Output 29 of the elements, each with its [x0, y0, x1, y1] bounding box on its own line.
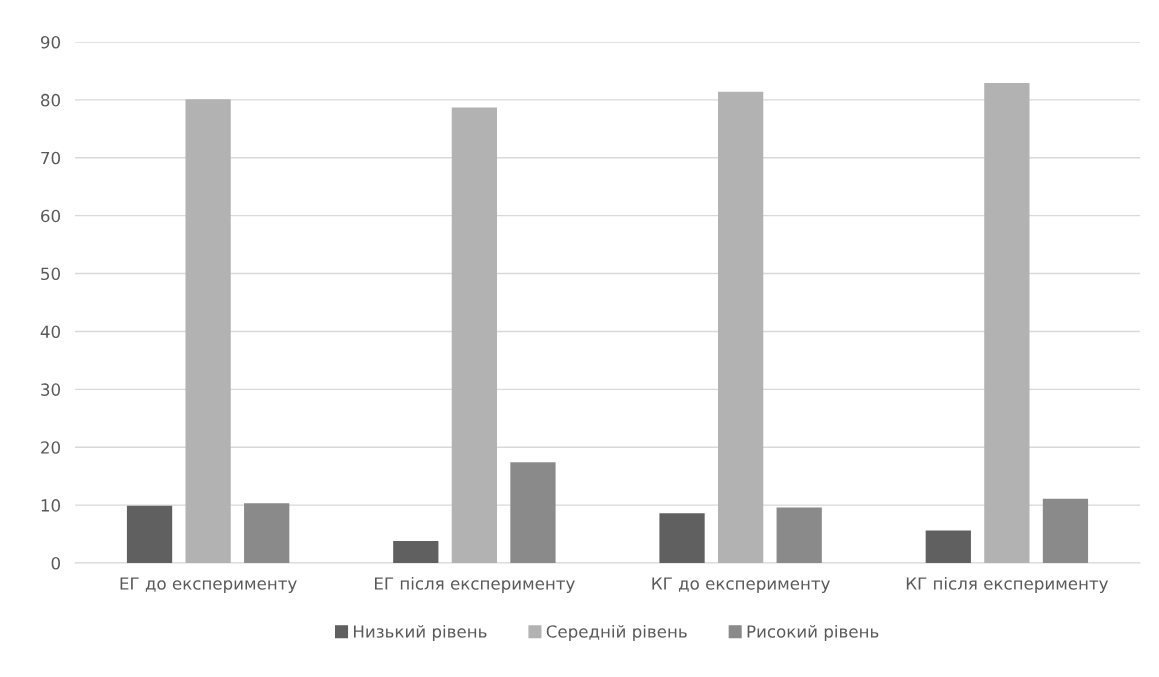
bar — [451, 107, 498, 563]
x-tick-label: ЕГ після експерименту — [375, 576, 575, 594]
y-tick-label: 70 — [41, 151, 60, 165]
bar — [510, 462, 556, 563]
bar — [393, 541, 439, 563]
x-tick-label: ЕГ до експерименту — [120, 577, 297, 594]
bar — [1042, 498, 1089, 563]
y-tick-label: 90 — [40, 35, 60, 49]
y-tick-label: 40 — [40, 325, 60, 339]
legend-label: Середній рівень — [546, 624, 687, 642]
x-tick-label: КГ до експерименту — [652, 577, 830, 594]
y-tick-label: 30 — [41, 383, 60, 396]
y-tick-label: 0 — [51, 556, 60, 570]
bar — [244, 503, 290, 563]
y-tick-label: 60 — [41, 209, 60, 223]
y-tick-label: 20 — [41, 441, 60, 454]
bar — [659, 513, 705, 563]
bar — [126, 505, 173, 563]
y-tick-label: 10 — [41, 499, 60, 512]
bar — [984, 83, 1030, 563]
legend-label: Низький рівень — [354, 624, 487, 642]
bar — [185, 99, 231, 563]
bar — [776, 507, 822, 563]
bar — [925, 530, 971, 563]
bar — [717, 91, 764, 563]
y-tick-label: 80 — [41, 93, 60, 107]
y-tick-label: 50 — [41, 267, 60, 281]
legend-label: Рисокий рівень — [747, 624, 879, 642]
x-tick-label: КГ після експерименту — [906, 576, 1109, 594]
